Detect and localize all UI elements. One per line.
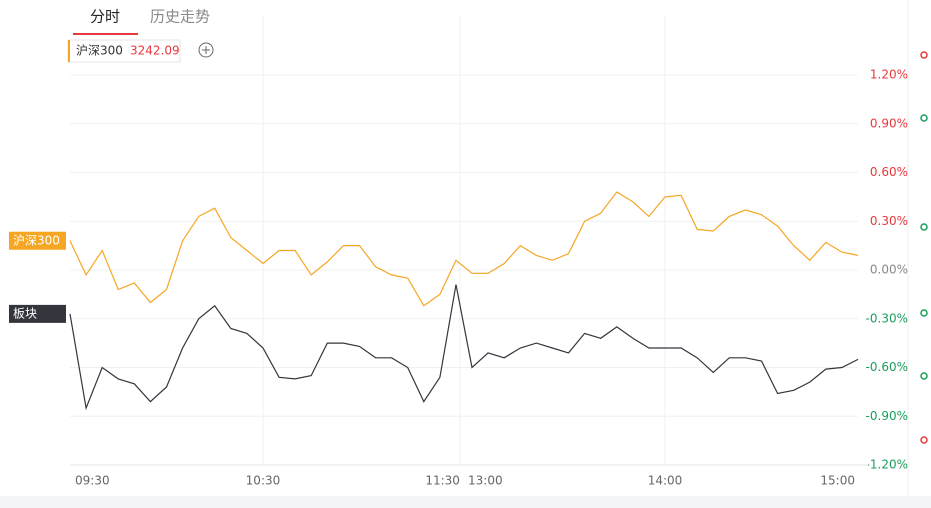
- x-tick-label: 15:00: [820, 474, 855, 488]
- series-tag-bg: [9, 231, 66, 250]
- x-tick-label: 09:30: [75, 474, 110, 488]
- dot: [920, 114, 928, 122]
- series-tag-bg: [9, 304, 66, 323]
- x-tick-label: 11:30: [425, 474, 460, 488]
- y-tick-label: -0.30%: [866, 311, 908, 325]
- y-tick-label: -0.60%: [866, 360, 908, 374]
- add-icon: [202, 46, 210, 54]
- dot: [920, 372, 928, 380]
- x-tick-label: 10:30: [246, 474, 281, 488]
- side-dots: [920, 51, 928, 444]
- dot: [920, 51, 928, 59]
- dot: [920, 309, 928, 317]
- series-line: [69, 191, 859, 307]
- y-tick-label: 0.00%: [870, 263, 908, 277]
- legend-value: 3242.09: [130, 44, 180, 58]
- footer-band: [0, 496, 931, 508]
- y-tick-label: 0.90%: [870, 116, 908, 130]
- dot: [920, 223, 928, 231]
- legend-swatch: [68, 40, 70, 62]
- dot: [920, 436, 928, 444]
- y-tick-label: -0.90%: [866, 409, 908, 423]
- y-tick-label: 0.60%: [870, 165, 908, 179]
- tab-active[interactable]: 分时: [90, 8, 120, 26]
- tab[interactable]: 历史走势: [150, 8, 210, 26]
- series-tag: 沪深300: [13, 233, 60, 247]
- y-tick-label: 0.30%: [870, 214, 908, 228]
- x-tick-label: 13:00: [468, 474, 503, 488]
- x-tick-label: 14:00: [648, 474, 683, 488]
- series-line: [69, 284, 859, 411]
- add-button[interactable]: [198, 42, 214, 58]
- series-tag: 板块: [13, 306, 37, 320]
- y-tick-label: -1.20%: [866, 458, 908, 472]
- legend-name: 沪深300: [76, 44, 123, 58]
- tab-underline: [73, 33, 138, 35]
- y-tick-label: 1.20%: [870, 68, 908, 82]
